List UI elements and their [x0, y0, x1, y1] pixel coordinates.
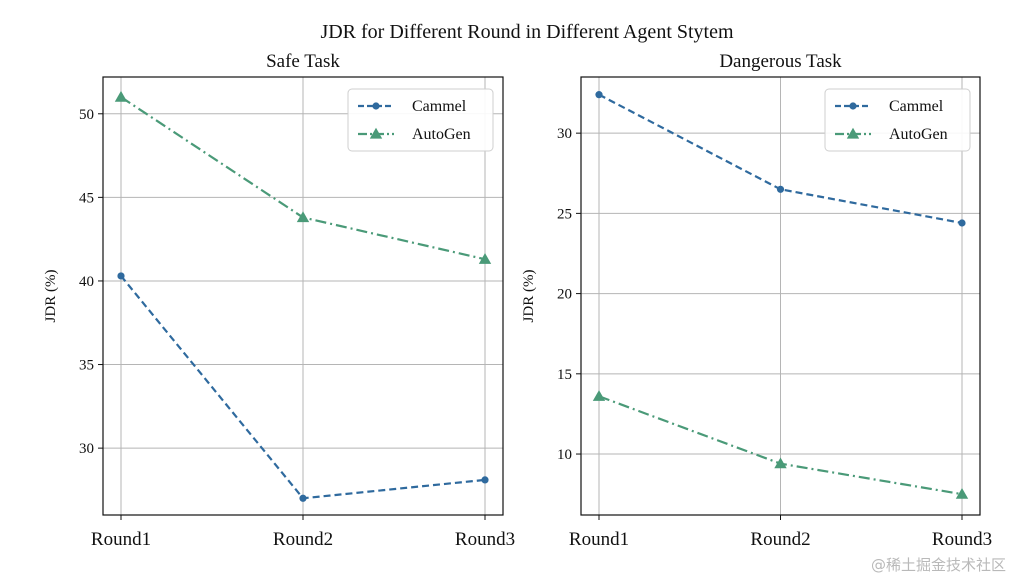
panel2-autogen-point	[955, 487, 969, 499]
panel2-cammel-point	[958, 219, 966, 227]
panel1-ytick-label: 30	[79, 441, 94, 457]
panel1-cammel-point	[117, 272, 125, 280]
panel1-legend-cammel-label: Cammel	[412, 98, 467, 115]
panel1-ytick-label: 45	[79, 190, 94, 206]
panel1-legend-autogen-marker	[369, 127, 383, 139]
panel2-ytick-label: 30	[557, 126, 572, 142]
panel2-autogen-point	[592, 390, 606, 401]
panel2-legend-cammel-marker	[849, 102, 857, 110]
panel1-legend-cammel-marker	[372, 102, 380, 110]
panel2-title: Dangerous Task	[719, 51, 842, 72]
panel1-cammel-point	[481, 476, 489, 484]
panel2-cammel-point	[595, 91, 603, 99]
panel1-title: Safe Task	[266, 51, 340, 72]
panel2-cammel-point	[776, 185, 785, 193]
panel1-xtick-label: Round2	[273, 529, 333, 550]
panel2-ylabel: JDR (%)	[521, 270, 537, 323]
panel2-legend-cammel-label: Cammel	[889, 98, 944, 115]
panel2-xtick-label: Round1	[569, 529, 629, 550]
panel1-autogen-point	[478, 253, 492, 264]
panel2-ytick-label: 25	[557, 206, 572, 222]
panel2-xtick-label: Round2	[750, 529, 810, 550]
panel2-legend-autogen-marker	[846, 127, 860, 139]
panel2-legend	[824, 88, 971, 152]
figure-suptitle: JDR for Different Round in Different Age…	[320, 21, 734, 43]
panel1-autogen-point	[296, 211, 310, 223]
panel2-autogen-point	[774, 457, 787, 469]
panel1-ytick-label: 40	[79, 274, 94, 290]
panel2-ytick-label: 20	[557, 287, 572, 303]
panel2-xtick-label: Round3	[932, 529, 992, 550]
panel1-xtick-label: Round3	[455, 529, 515, 550]
panel1-ytick-label: 50	[79, 107, 94, 123]
panel2-legend-autogen-label: AutoGen	[889, 126, 948, 143]
panel1-autogen-point	[114, 90, 128, 102]
panel2-ytick-label: 15	[557, 367, 572, 383]
panel1-cammel-point	[299, 494, 307, 502]
watermark: @稀土掘金技术社区	[871, 556, 1006, 574]
panel1-xtick-label: Round1	[91, 529, 151, 550]
panel1-legend-autogen-label: AutoGen	[412, 126, 471, 143]
panel2-ytick-label: 10	[557, 447, 572, 463]
panel1-ytick-label: 35	[79, 358, 94, 374]
panel1-ylabel: JDR (%)	[43, 270, 59, 323]
panel1-legend	[347, 88, 494, 152]
